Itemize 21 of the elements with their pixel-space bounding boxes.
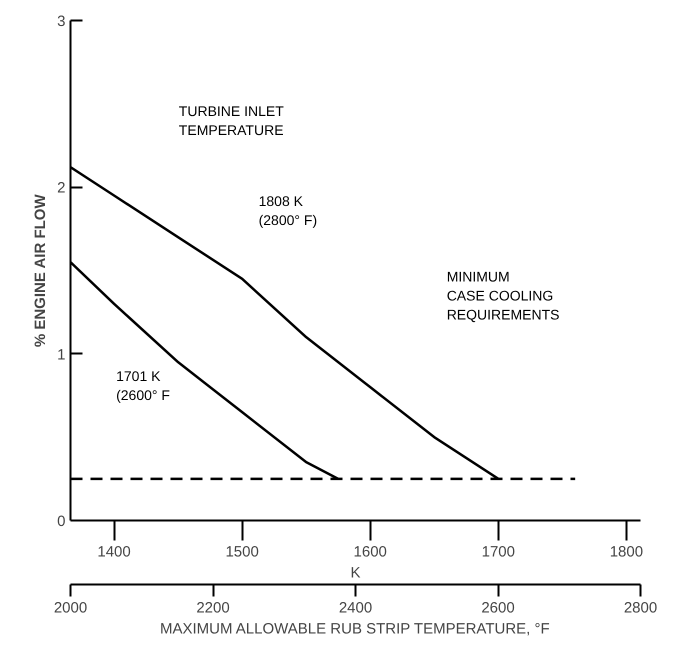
- x-tick-label: 1800: [610, 544, 644, 560]
- x-tick-label: 1600: [354, 544, 387, 560]
- x2-tick-label: 2200: [196, 600, 230, 616]
- x2-tick-label: 2800: [624, 600, 658, 616]
- x2-tick-label: 2600: [481, 600, 515, 616]
- x-tick-label: 1700: [482, 544, 516, 560]
- x2-tick-label: 2400: [338, 600, 372, 616]
- x2-tick-label: 2000: [54, 600, 88, 616]
- x-axis-title: K: [350, 564, 361, 582]
- x-tick-label: 1500: [225, 544, 259, 560]
- annotation: 1808 K (2800° F): [258, 192, 318, 228]
- y-tick-label: 3: [57, 13, 66, 30]
- x2-axis-title: MAXIMUM ALLOWABLE RUB STRIP TEMPERATURE, °F: [160, 620, 550, 638]
- y-axis-title: % ENGINE AIR FLOW: [32, 194, 50, 348]
- y-tick-label: 1: [57, 346, 66, 364]
- y-tick-label: 2: [57, 180, 66, 197]
- x-tick-label: 1400: [97, 544, 131, 560]
- annotation: 1701 K (2600° F: [116, 368, 170, 404]
- y-tick-label: 0: [57, 513, 66, 530]
- annotation: TURBINE INLET TEMPERATURE: [178, 102, 284, 138]
- annotation: MINIMUM CASE COOLING REQUIREMENTS: [446, 268, 560, 323]
